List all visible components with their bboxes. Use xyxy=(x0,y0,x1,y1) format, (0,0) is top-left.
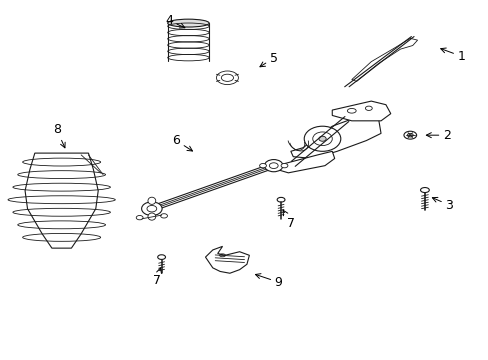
Polygon shape xyxy=(331,101,390,121)
Ellipse shape xyxy=(420,188,428,193)
Ellipse shape xyxy=(142,202,162,216)
Text: 3: 3 xyxy=(431,197,452,212)
Text: 7: 7 xyxy=(283,210,294,230)
Text: 9: 9 xyxy=(255,274,282,289)
Polygon shape xyxy=(290,116,380,158)
Ellipse shape xyxy=(148,213,156,220)
Text: 1: 1 xyxy=(440,48,465,63)
Polygon shape xyxy=(205,246,249,273)
Text: 6: 6 xyxy=(172,134,192,151)
Text: 8: 8 xyxy=(53,123,65,148)
Ellipse shape xyxy=(167,19,209,27)
Ellipse shape xyxy=(264,159,283,172)
Text: 4: 4 xyxy=(164,14,184,28)
Polygon shape xyxy=(276,151,334,173)
Text: 5: 5 xyxy=(260,51,277,67)
Ellipse shape xyxy=(277,197,285,202)
Ellipse shape xyxy=(281,163,287,168)
Ellipse shape xyxy=(318,136,325,141)
Text: 2: 2 xyxy=(426,129,450,142)
Ellipse shape xyxy=(158,255,165,260)
Ellipse shape xyxy=(136,216,143,220)
Polygon shape xyxy=(351,39,417,81)
Ellipse shape xyxy=(407,134,412,137)
Ellipse shape xyxy=(259,163,266,168)
Ellipse shape xyxy=(304,126,340,151)
Polygon shape xyxy=(25,153,98,248)
Text: 7: 7 xyxy=(152,268,161,287)
Ellipse shape xyxy=(148,197,156,204)
Ellipse shape xyxy=(160,214,167,218)
